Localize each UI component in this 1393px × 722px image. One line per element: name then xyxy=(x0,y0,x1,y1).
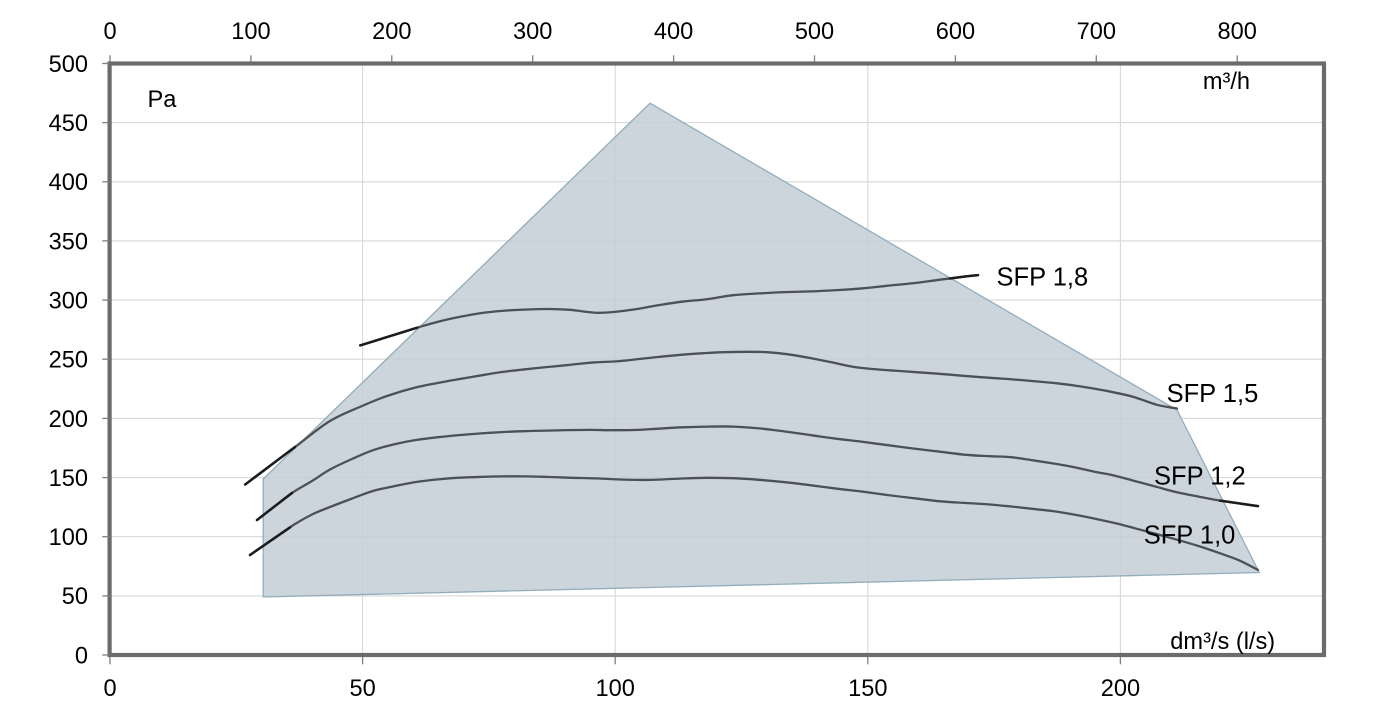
svg-text:SFP 1,2: SFP 1,2 xyxy=(1154,463,1246,491)
svg-text:SFP 1,5: SFP 1,5 xyxy=(1167,380,1259,408)
svg-text:SFP 1,0: SFP 1,0 xyxy=(1144,521,1236,549)
svg-text:600: 600 xyxy=(936,19,975,45)
svg-text:50: 50 xyxy=(349,676,375,702)
svg-text:50: 50 xyxy=(62,584,88,610)
svg-text:450: 450 xyxy=(49,111,88,137)
svg-text:0: 0 xyxy=(103,676,116,702)
svg-text:250: 250 xyxy=(49,348,88,374)
svg-text:400: 400 xyxy=(49,170,88,196)
svg-text:0: 0 xyxy=(75,643,88,669)
svg-text:500: 500 xyxy=(49,52,88,78)
svg-text:150: 150 xyxy=(848,676,887,702)
svg-text:200: 200 xyxy=(49,407,88,433)
svg-text:dm³/s (l/s): dm³/s (l/s) xyxy=(1170,629,1275,655)
svg-text:800: 800 xyxy=(1218,19,1257,45)
svg-text:100: 100 xyxy=(231,19,270,45)
svg-text:200: 200 xyxy=(1101,676,1140,702)
svg-text:300: 300 xyxy=(49,289,88,315)
svg-text:200: 200 xyxy=(372,19,411,45)
svg-text:Pa: Pa xyxy=(148,87,178,113)
svg-text:400: 400 xyxy=(654,19,693,45)
svg-text:300: 300 xyxy=(513,19,552,45)
svg-text:SFP 1,8: SFP 1,8 xyxy=(997,264,1089,292)
svg-text:0: 0 xyxy=(103,19,116,45)
svg-text:100: 100 xyxy=(49,525,88,551)
svg-text:m³/h: m³/h xyxy=(1203,69,1250,95)
svg-text:700: 700 xyxy=(1077,19,1116,45)
svg-text:350: 350 xyxy=(49,229,88,255)
svg-text:100: 100 xyxy=(596,676,635,702)
svg-text:150: 150 xyxy=(49,466,88,492)
svg-text:500: 500 xyxy=(795,19,834,45)
